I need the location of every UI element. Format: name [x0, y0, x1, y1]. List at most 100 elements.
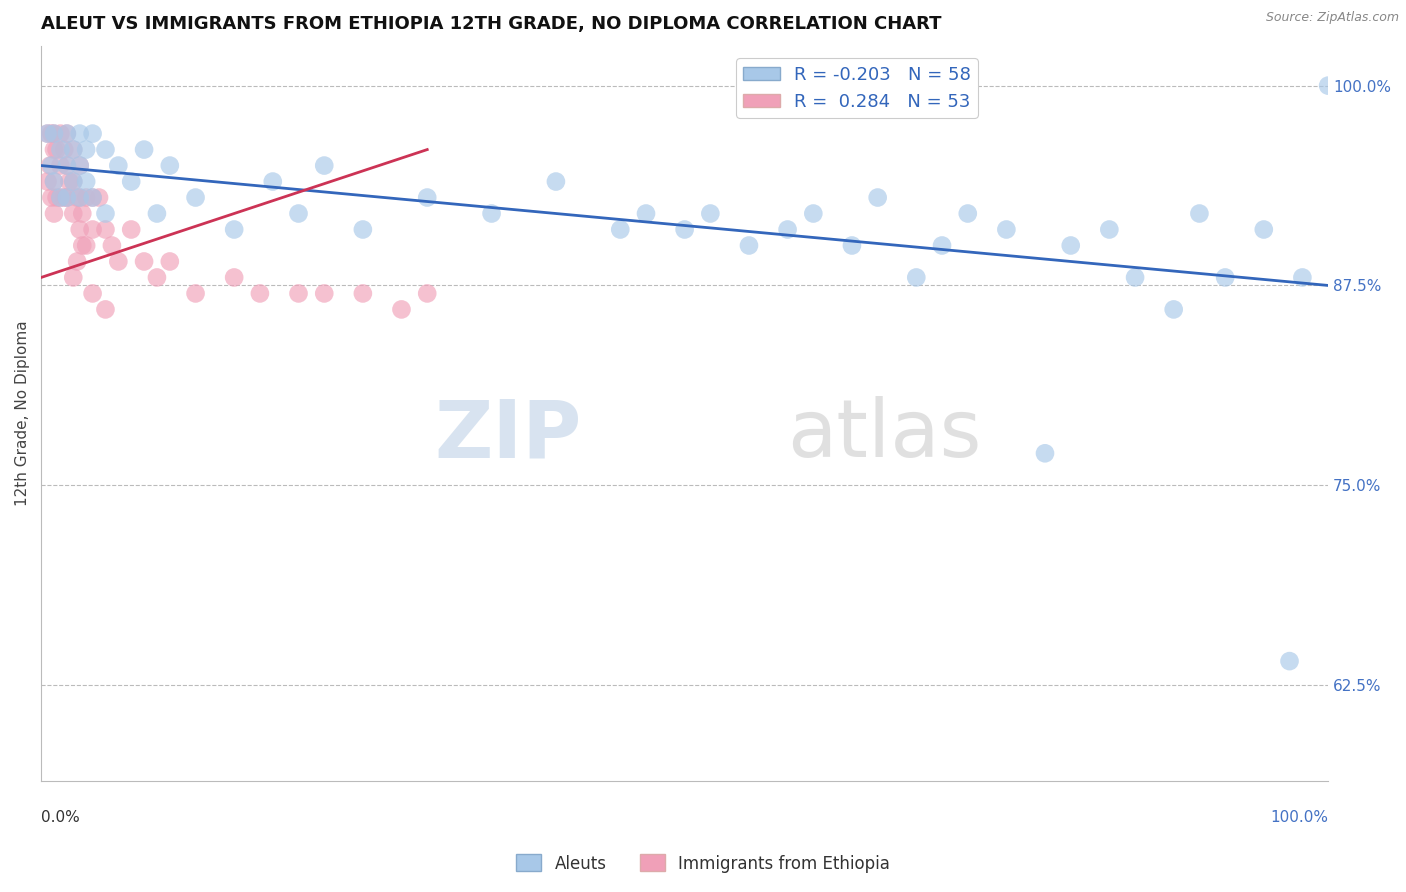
Point	[58, 175, 80, 189]
Point	[82, 190, 104, 204]
Legend: Aleuts, Immigrants from Ethiopia: Aleuts, Immigrants from Ethiopia	[509, 847, 897, 880]
Text: ZIP: ZIP	[434, 396, 582, 475]
Point	[37, 127, 59, 141]
Point	[41, 159, 63, 173]
Point	[62, 143, 84, 157]
Point	[42, 127, 65, 141]
Point	[45, 190, 67, 204]
Text: atlas: atlas	[787, 396, 981, 475]
Point	[314, 159, 336, 173]
Point	[42, 206, 65, 220]
Point	[184, 190, 207, 204]
Point	[159, 254, 181, 268]
Point	[995, 222, 1018, 236]
Point	[56, 127, 79, 141]
Point	[1291, 270, 1313, 285]
Point	[609, 222, 631, 236]
Point	[94, 143, 117, 157]
Point	[82, 127, 104, 141]
Point	[45, 143, 67, 157]
Point	[224, 222, 246, 236]
Point	[62, 270, 84, 285]
Point	[634, 206, 657, 220]
Point	[132, 143, 155, 157]
Point	[1188, 206, 1211, 220]
Point	[56, 159, 79, 173]
Point	[184, 286, 207, 301]
Point	[1123, 270, 1146, 285]
Point	[82, 190, 104, 204]
Point	[120, 222, 142, 236]
Point	[841, 238, 863, 252]
Point	[1163, 302, 1185, 317]
Point	[287, 286, 309, 301]
Point	[132, 254, 155, 268]
Point	[42, 143, 65, 157]
Point	[56, 190, 79, 204]
Point	[391, 302, 413, 317]
Point	[72, 206, 94, 220]
Point	[287, 206, 309, 220]
Point	[224, 270, 246, 285]
Point	[94, 222, 117, 236]
Point	[39, 159, 62, 173]
Point	[69, 127, 91, 141]
Point	[69, 159, 91, 173]
Point	[49, 127, 72, 141]
Point	[69, 190, 91, 204]
Point	[1098, 222, 1121, 236]
Point	[75, 175, 97, 189]
Point	[1033, 446, 1056, 460]
Point	[66, 254, 89, 268]
Point	[146, 206, 169, 220]
Point	[931, 238, 953, 252]
Point	[37, 127, 59, 141]
Point	[1253, 222, 1275, 236]
Point	[801, 206, 824, 220]
Point	[49, 159, 72, 173]
Point	[62, 143, 84, 157]
Point	[42, 175, 65, 189]
Point	[49, 190, 72, 204]
Point	[107, 254, 129, 268]
Point	[56, 159, 79, 173]
Point	[262, 175, 284, 189]
Point	[1278, 654, 1301, 668]
Point	[62, 206, 84, 220]
Point	[62, 175, 84, 189]
Point	[866, 190, 889, 204]
Text: 100.0%: 100.0%	[1270, 811, 1329, 825]
Point	[352, 286, 374, 301]
Point	[49, 143, 72, 157]
Point	[37, 175, 59, 189]
Point	[1213, 270, 1236, 285]
Point	[738, 238, 761, 252]
Text: ALEUT VS IMMIGRANTS FROM ETHIOPIA 12TH GRADE, NO DIPLOMA CORRELATION CHART: ALEUT VS IMMIGRANTS FROM ETHIOPIA 12TH G…	[41, 15, 942, 33]
Point	[82, 286, 104, 301]
Point	[905, 270, 928, 285]
Point	[62, 175, 84, 189]
Y-axis label: 12th Grade, No Diploma: 12th Grade, No Diploma	[15, 320, 30, 506]
Point	[94, 302, 117, 317]
Point	[101, 238, 124, 252]
Point	[75, 238, 97, 252]
Point	[94, 206, 117, 220]
Point	[249, 286, 271, 301]
Point	[87, 190, 110, 204]
Text: Source: ZipAtlas.com: Source: ZipAtlas.com	[1265, 11, 1399, 24]
Text: 0.0%: 0.0%	[41, 811, 80, 825]
Point	[56, 127, 79, 141]
Point	[481, 206, 503, 220]
Point	[66, 190, 89, 204]
Point	[75, 143, 97, 157]
Point	[544, 175, 567, 189]
Point	[42, 175, 65, 189]
Point	[49, 190, 72, 204]
Point	[956, 206, 979, 220]
Point	[69, 159, 91, 173]
Point	[146, 270, 169, 285]
Point	[42, 127, 65, 141]
Point	[1060, 238, 1083, 252]
Point	[673, 222, 696, 236]
Point	[75, 190, 97, 204]
